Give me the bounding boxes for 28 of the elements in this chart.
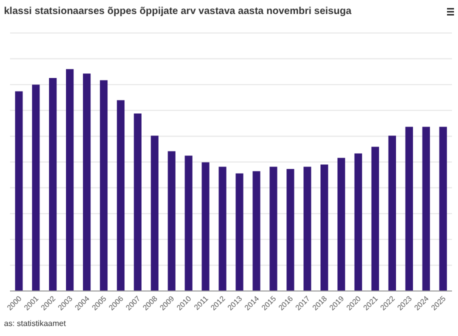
- bar: [422, 126, 430, 291]
- text: as: statistikaamet: [4, 319, 67, 328]
- bar: [116, 100, 125, 291]
- bar: [184, 156, 192, 291]
- bar: [354, 153, 362, 291]
- chart-title: klassi statsionaarses õppes õppijate arv vastava aasta novembri seisuga: [4, 6, 352, 17]
- bar: [236, 173, 244, 291]
- bar: [66, 69, 74, 291]
- bar: [168, 151, 176, 291]
- bar: [270, 166, 278, 291]
- bar: [202, 162, 210, 291]
- bar: [100, 80, 108, 291]
- bar: [82, 74, 91, 291]
- bar: [388, 136, 396, 291]
- bar: [320, 164, 328, 291]
- bar: [405, 126, 413, 291]
- bar: [150, 136, 158, 291]
- bar: [371, 146, 380, 291]
- bar: [32, 84, 40, 291]
- bar: [286, 168, 294, 291]
- bar: [439, 126, 447, 291]
- bar: [218, 166, 226, 291]
- bar: [252, 171, 260, 291]
- bar: [304, 166, 312, 291]
- bar: [337, 158, 346, 291]
- bar: [49, 78, 57, 291]
- bar: [15, 91, 23, 291]
- bar: [134, 113, 142, 291]
